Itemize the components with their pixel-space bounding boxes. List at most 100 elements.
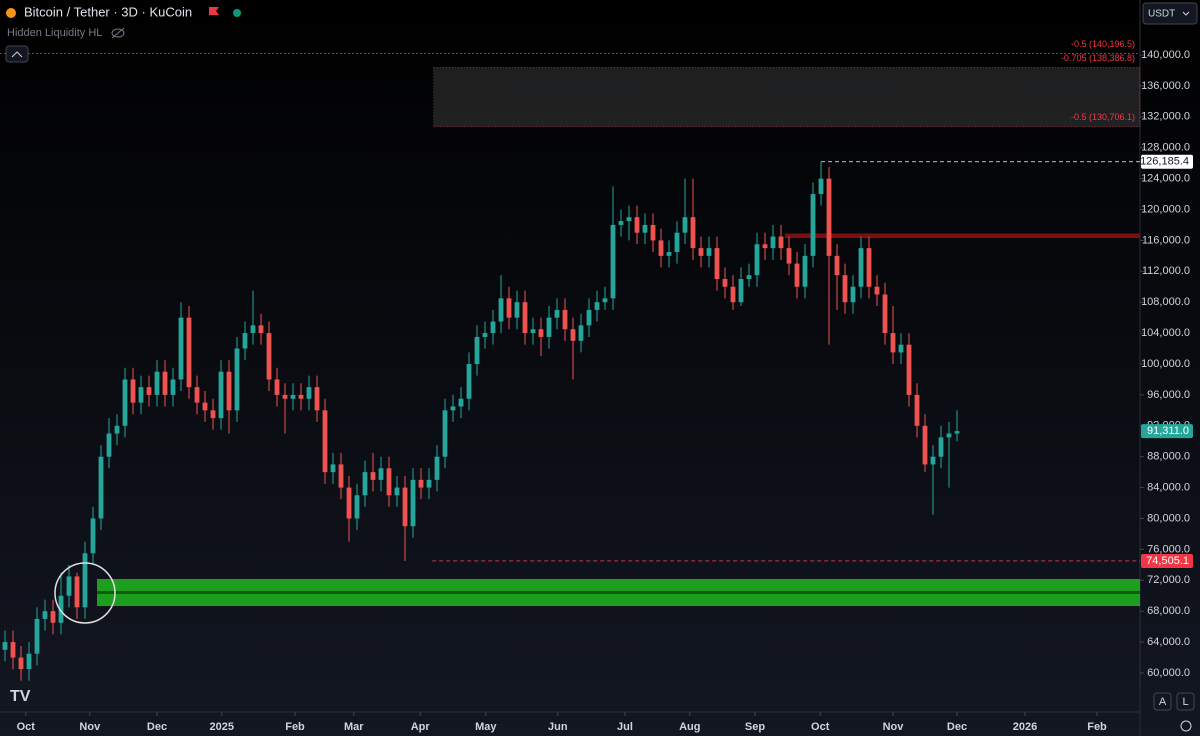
auto-label: A xyxy=(1159,696,1167,708)
x-tick-label: May xyxy=(475,721,497,733)
overlay: Bitcoin / Tether · 3D · KuCoin Hidden Li… xyxy=(5,2,1198,732)
auto-button[interactable] xyxy=(1153,692,1172,711)
candle-body xyxy=(50,611,56,623)
candle-body xyxy=(210,410,216,419)
candle-body xyxy=(578,325,584,341)
candle-body xyxy=(938,437,944,457)
candle-body xyxy=(818,178,824,195)
candle-body xyxy=(890,333,896,353)
candle-body xyxy=(602,298,608,303)
y-tick-label: 136,000.0 xyxy=(1141,80,1190,92)
candle-body xyxy=(122,379,128,426)
hide-icon[interactable] xyxy=(111,27,125,39)
collapse-button[interactable] xyxy=(5,45,29,63)
candle-body xyxy=(274,379,280,395)
currency-button[interactable] xyxy=(1142,2,1198,25)
candle-body xyxy=(586,309,592,326)
x-tick-label: Apr xyxy=(411,721,431,733)
x-tick-label: Feb xyxy=(1087,721,1107,733)
candle-body xyxy=(2,642,8,650)
candle-body xyxy=(802,255,808,287)
candle-body xyxy=(434,456,440,480)
candle-body xyxy=(850,286,856,303)
x-tick-label: Dec xyxy=(147,721,167,733)
candle-body xyxy=(786,248,792,264)
log-button[interactable] xyxy=(1176,692,1195,711)
candle-body xyxy=(242,333,248,349)
candle-body xyxy=(106,433,112,457)
y-tick-label: 72,000.0 xyxy=(1147,574,1190,586)
x-tick-label: Mar xyxy=(344,721,364,733)
candle-body xyxy=(906,344,912,395)
candle-body xyxy=(626,217,632,222)
candle-body xyxy=(874,286,880,295)
y-tick-label: 128,000.0 xyxy=(1141,142,1190,154)
candle-body xyxy=(658,240,664,256)
candle-body xyxy=(26,653,32,670)
candle-body xyxy=(330,464,336,473)
candle-body xyxy=(250,325,256,334)
candle-body xyxy=(810,194,816,256)
candle-body xyxy=(98,456,104,519)
candle-body xyxy=(410,479,416,527)
candle-body xyxy=(770,236,776,249)
y-tick-label: 96,000.0 xyxy=(1147,389,1190,401)
x-tick-label: Sep xyxy=(745,721,765,733)
candle-body xyxy=(754,244,760,276)
x-tick-label: Jul xyxy=(617,721,633,733)
candle-body xyxy=(154,371,160,395)
candle-body xyxy=(546,317,552,337)
x-tick-label: 2026 xyxy=(1013,721,1037,733)
indicator-name: Hidden Liquidity HL xyxy=(7,27,102,39)
fib-box xyxy=(433,67,1141,128)
currency-arrow xyxy=(1182,11,1190,16)
x-tick-label: Oct xyxy=(811,721,830,733)
candle-body xyxy=(514,302,520,318)
candle-body xyxy=(186,317,192,388)
y-tick-label: 108,000.0 xyxy=(1141,296,1190,308)
candle-body xyxy=(138,387,144,403)
candle-body xyxy=(218,371,224,419)
candle-body xyxy=(418,479,424,488)
candle-body xyxy=(338,464,344,488)
candle-body xyxy=(650,224,656,241)
candle-body xyxy=(706,248,712,256)
candle-body xyxy=(90,518,96,554)
candle-body xyxy=(530,329,536,334)
x-tick-label: Jun xyxy=(548,721,568,733)
price-tag xyxy=(1141,154,1193,169)
candle-body xyxy=(282,394,288,399)
candle-body xyxy=(794,263,800,287)
candle-body xyxy=(18,657,24,670)
candle-body xyxy=(778,236,784,249)
candle-body xyxy=(34,618,40,654)
candle-body xyxy=(426,479,432,488)
price-tag-label: 91,311.0 xyxy=(1147,425,1189,437)
candle-body xyxy=(386,468,392,496)
y-tick-label: 60,000.0 xyxy=(1147,667,1190,679)
candle-body xyxy=(498,298,504,322)
candle-body xyxy=(946,433,952,438)
x-tick-label: Feb xyxy=(285,721,305,733)
price-tag-label: 126,185.4 xyxy=(1140,156,1189,168)
candle-body xyxy=(666,251,672,256)
candle-body xyxy=(10,642,16,658)
candle-body xyxy=(402,487,408,527)
candle-body xyxy=(258,325,264,334)
y-tick-label: 84,000.0 xyxy=(1147,481,1190,493)
candle-body xyxy=(714,248,720,280)
candle-body xyxy=(394,487,400,496)
x-tick-label: Nov xyxy=(79,721,101,733)
fib-label: -0.5 (130,706.1) xyxy=(1071,112,1135,122)
candle-body xyxy=(178,317,184,380)
candle-body xyxy=(690,217,696,249)
candle-body xyxy=(458,398,464,407)
settings-icon[interactable] xyxy=(1180,720,1192,732)
y-tick-label: 124,000.0 xyxy=(1141,173,1190,185)
candle-body xyxy=(322,410,328,473)
candle-body xyxy=(314,387,320,411)
price-tag xyxy=(1141,553,1193,568)
